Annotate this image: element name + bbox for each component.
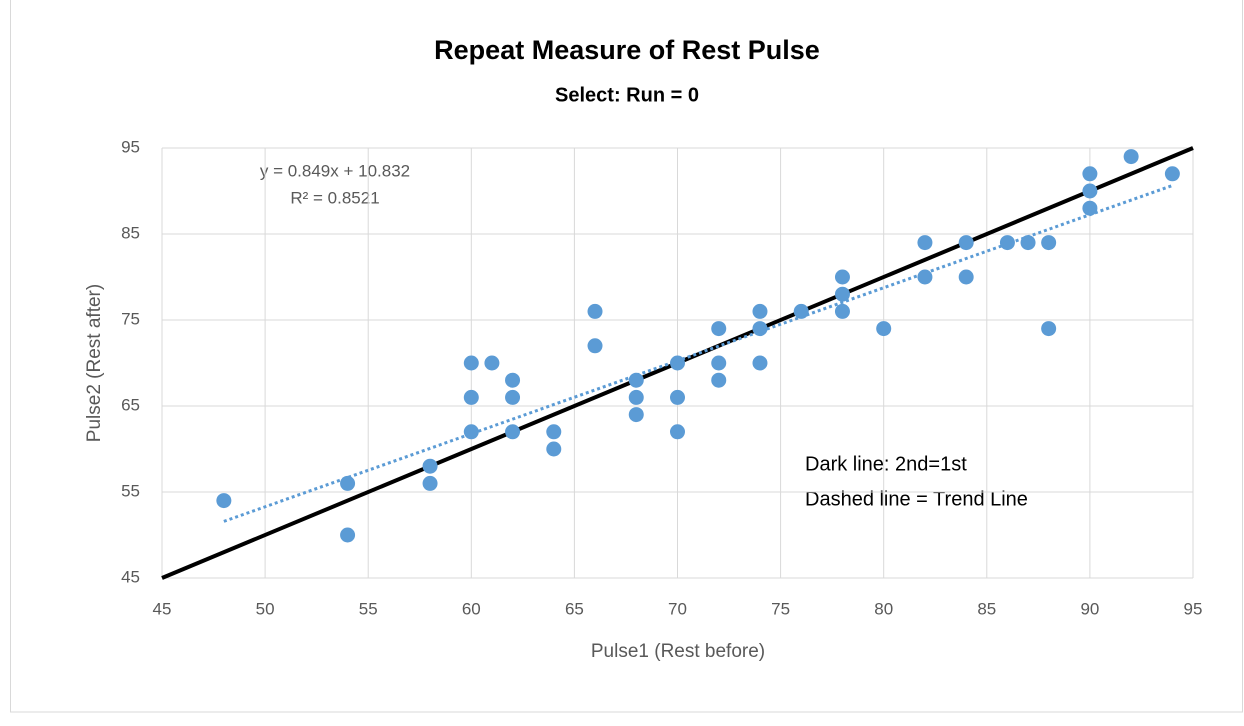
point [422,475,438,491]
point [1041,235,1057,251]
point [917,269,933,285]
point [752,321,768,337]
point [628,389,644,405]
point [752,355,768,371]
point [711,355,727,371]
y-axis-label: Pulse2 (Rest after) [84,284,105,442]
x-tick-label: 75 [771,599,790,618]
y-tick-label: 45 [121,567,140,586]
point [546,424,562,440]
x-tick-label: 65 [565,599,584,618]
point [216,493,232,509]
x-tick-label: 50 [256,599,275,618]
y-tick-label: 55 [121,481,140,500]
point [834,269,850,285]
point [463,424,479,440]
y-tick-label: 75 [121,309,140,328]
point [1020,235,1036,251]
point [422,458,438,474]
y-tick-label: 85 [121,223,140,242]
point [958,235,974,251]
x-tick-label: 90 [1080,599,1099,618]
point [752,303,768,319]
point [711,372,727,388]
x-tick-label: 70 [668,599,687,618]
chart-title: Repeat Measure of Rest Pulse [434,35,820,65]
x-tick-label: 60 [462,599,481,618]
chart-subtitle: Select: Run = 0 [555,84,699,106]
point [1041,321,1057,337]
point [999,235,1015,251]
point [587,303,603,319]
point [463,389,479,405]
equation-label: y = 0.849x + 10.832 [260,161,410,180]
point [1164,166,1180,182]
point [628,407,644,423]
x-tick-label: 55 [359,599,378,618]
point [917,235,933,251]
point [670,389,685,405]
point [587,338,603,354]
x-tick-label: 45 [153,599,172,618]
point [1082,166,1098,182]
r-squared-label: R² = 0.8521 [290,188,379,207]
point [711,321,727,337]
point [670,355,685,371]
point [340,527,356,543]
y-tick-label: 95 [121,137,140,156]
y-tick-label: 65 [121,395,140,414]
point [505,389,521,405]
point [463,355,479,371]
x-tick-label: 95 [1184,599,1203,618]
point [834,303,850,319]
point [628,372,644,388]
note: Dashed line = Trend Line [805,488,1028,510]
point [546,441,562,457]
point [958,269,974,285]
point [876,321,892,337]
x-tick-label: 80 [874,599,893,618]
point [505,424,521,440]
point [1082,200,1098,216]
x-axis-label: Pulse1 (Rest before) [591,641,765,662]
chart-border [10,0,1243,713]
point [1123,149,1139,165]
note: Dark line: 2nd=1st [805,453,967,475]
x-tick-label: 85 [977,599,996,618]
point [670,424,685,440]
point [505,372,521,388]
point [340,475,356,491]
point [484,355,500,371]
point [793,303,809,319]
point [1082,183,1098,199]
point [834,286,850,302]
